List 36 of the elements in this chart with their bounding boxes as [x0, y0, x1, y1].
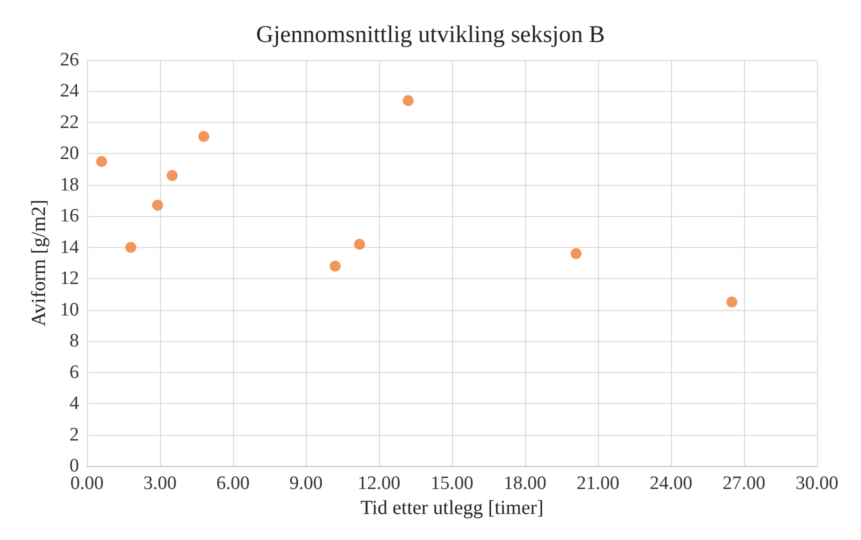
y-tick-label: 26: [60, 50, 79, 70]
point: [166, 170, 178, 182]
point: [726, 296, 738, 308]
y-tick-label: 12: [60, 268, 79, 290]
x-axis-title: Tid etter utlegg [timer]: [360, 496, 544, 519]
x-tick-label: 21.00: [576, 473, 620, 494]
point: [125, 242, 136, 253]
point: [330, 260, 341, 272]
x-tick-label: 24.00: [650, 473, 692, 494]
chart-title: Gjennomsnittlig utvikling seksjon B: [256, 22, 605, 48]
y-tick-label: 8: [70, 330, 79, 352]
y-tick-label: 16: [60, 206, 79, 227]
point: [354, 238, 366, 250]
y-tick-label: 20: [60, 143, 79, 164]
y-tick-label: 22: [60, 112, 79, 133]
x-tick-label: 15.00: [430, 473, 474, 494]
x-tick-label: 27.00: [722, 473, 766, 494]
y-tick-label: 6: [70, 362, 79, 383]
y-tick-label: 2: [70, 424, 79, 446]
point: [570, 248, 582, 260]
y-tick-label: 18: [60, 174, 79, 196]
y-tick-label: 24: [60, 80, 80, 102]
y-tick-label: 4: [70, 393, 80, 414]
x-tick-label: 18.00: [504, 473, 546, 494]
point: [402, 95, 414, 106]
point: [96, 156, 108, 167]
point: [198, 131, 210, 142]
point: [152, 200, 164, 211]
x-tick-label: 6.00: [216, 473, 250, 494]
x-tick-label: 30.00: [796, 473, 838, 494]
x-tick-label: 3.00: [143, 473, 177, 494]
x-tick-label: 12.00: [358, 473, 400, 494]
x-tick-label: 9.00: [289, 473, 323, 494]
y-axis-title: Aviform [g/m2]: [28, 200, 50, 326]
y-tick-label: 14: [60, 236, 80, 258]
y-tick-label: 10: [60, 299, 79, 320]
